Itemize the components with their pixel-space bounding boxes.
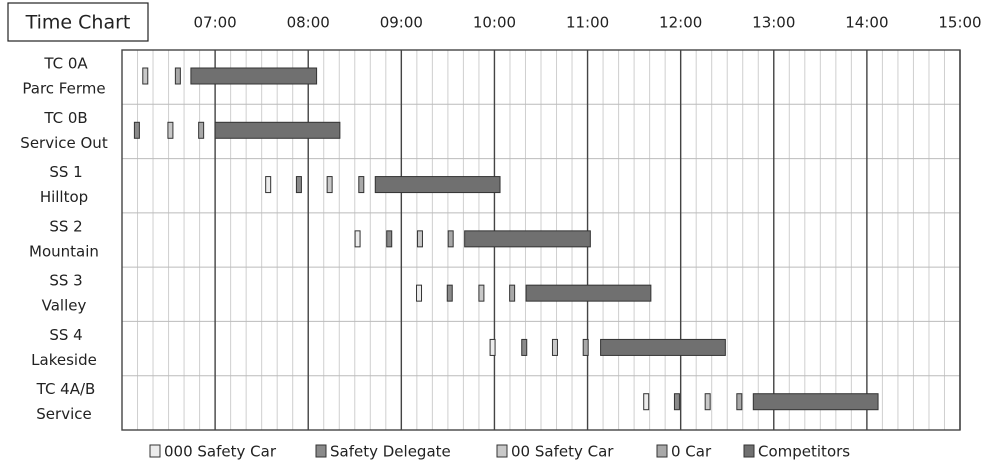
y-category-label: SS 3	[49, 272, 82, 290]
vehicle-marker	[326, 176, 333, 194]
vehicle-marker	[167, 121, 174, 139]
x-tick-label: 13:00	[752, 14, 795, 32]
y-category-label: Valley	[42, 297, 87, 315]
legend-swatch	[496, 444, 508, 458]
vehicle-marker	[174, 67, 181, 85]
legend-label: 000 Safety Car	[164, 443, 277, 461]
legend-swatch	[743, 444, 755, 458]
x-tick-label: 08:00	[287, 14, 330, 32]
legend-swatch	[656, 444, 668, 458]
plot-frame	[121, 49, 961, 431]
competitor-bar	[464, 230, 591, 248]
vehicle-marker	[478, 284, 485, 302]
vehicle-marker	[198, 121, 205, 139]
y-category-label: SS 4	[49, 326, 82, 344]
y-category-label: SS 1	[49, 163, 82, 181]
x-tick-label: 11:00	[566, 14, 609, 32]
vehicle-marker	[446, 284, 453, 302]
x-tick-label: 15:00	[938, 14, 981, 32]
vehicle-marker	[673, 393, 680, 411]
y-category-label: Hilltop	[40, 188, 88, 206]
vehicle-marker	[265, 176, 272, 194]
y-category-label: Service Out	[20, 134, 108, 152]
y-category-label: TC 0B	[43, 109, 87, 127]
y-category-label: TC 0A	[43, 55, 88, 73]
legend-swatch	[315, 444, 327, 458]
vehicle-marker	[582, 338, 589, 356]
y-category-label: Service	[36, 405, 91, 423]
vehicle-marker	[704, 393, 711, 411]
vehicle-marker	[489, 338, 496, 356]
legend-swatch	[149, 444, 161, 458]
vehicle-marker	[358, 176, 365, 194]
vehicle-marker	[416, 230, 423, 248]
vehicle-marker	[386, 230, 393, 248]
vehicle-marker	[142, 67, 149, 85]
competitor-bar	[374, 176, 501, 194]
x-tick-label: 14:00	[845, 14, 888, 32]
vehicle-marker	[133, 121, 140, 139]
legend-label: 0 Car	[671, 443, 712, 461]
chart-title: Time Chart	[25, 12, 131, 34]
vehicle-marker	[295, 176, 302, 194]
x-tick-label: 12:00	[659, 14, 702, 32]
vehicle-marker	[736, 393, 743, 411]
x-tick-label: 10:00	[473, 14, 516, 32]
competitor-bar	[214, 121, 341, 139]
x-tick-label: 07:00	[193, 14, 236, 32]
competitor-bar	[752, 393, 879, 411]
legend-label: 00 Safety Car	[511, 443, 614, 461]
vehicle-marker	[447, 230, 454, 248]
competitor-bar	[190, 67, 318, 85]
vehicle-marker	[509, 284, 516, 302]
y-category-label: Mountain	[29, 242, 99, 260]
x-tick-label: 09:00	[380, 14, 423, 32]
vehicle-marker	[354, 230, 361, 248]
vehicle-marker	[643, 393, 650, 411]
y-category-label: TC 4A/B	[36, 380, 96, 398]
legend-label: Safety Delegate	[330, 443, 451, 461]
y-category-label: Lakeside	[31, 351, 97, 369]
title-box	[7, 2, 149, 42]
competitor-bar	[525, 284, 652, 302]
y-category-label: Parc Ferme	[22, 80, 105, 98]
y-category-label: SS 2	[49, 217, 82, 235]
vehicle-marker	[521, 338, 528, 356]
vehicle-marker	[416, 284, 423, 302]
vehicle-marker	[551, 338, 558, 356]
legend-label: Competitors	[758, 443, 850, 461]
competitor-bar	[600, 338, 726, 356]
